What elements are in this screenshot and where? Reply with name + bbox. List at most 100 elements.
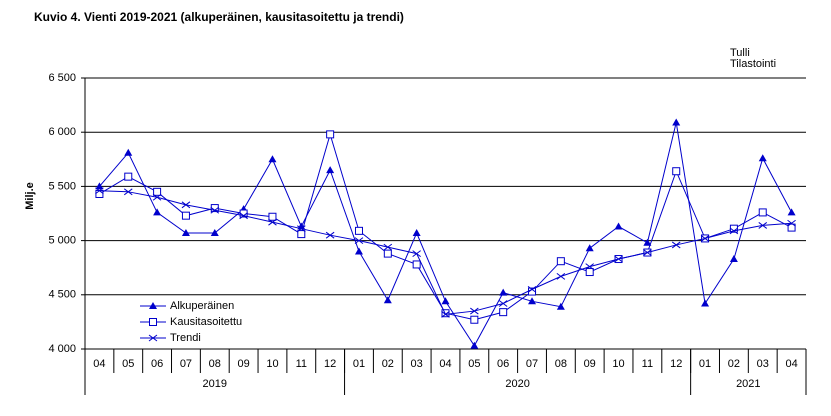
series-line (99, 190, 792, 315)
y-tick-label: 6 500 (48, 72, 76, 84)
x-tick-label: 02 (728, 358, 740, 370)
x-tick-label: 05 (468, 358, 480, 370)
x-tick-label: 07 (526, 358, 538, 370)
marker (758, 208, 767, 217)
marker (239, 212, 248, 220)
marker (614, 255, 623, 263)
legend-label: Kausitasoitettu (170, 316, 242, 328)
x-tick-label: 08 (555, 358, 567, 370)
marker (787, 223, 796, 232)
x-tick-label: 12 (324, 358, 336, 370)
marker (181, 211, 190, 220)
marker (470, 341, 479, 349)
marker (701, 299, 710, 307)
x-group-label: 2020 (505, 378, 529, 390)
marker (556, 302, 565, 310)
x-tick-label: 05 (122, 358, 134, 370)
marker (383, 243, 393, 251)
source-line: Tulli (730, 47, 750, 59)
x-tick-label: 09 (584, 358, 596, 370)
x-tick-label: 04 (93, 358, 105, 370)
marker (585, 268, 594, 277)
marker (383, 249, 392, 258)
x-tick-label: 03 (757, 358, 769, 370)
series-line (99, 132, 792, 321)
marker (643, 238, 652, 246)
marker (354, 247, 363, 255)
marker (383, 296, 392, 304)
marker (268, 155, 277, 163)
x-tick-label: 12 (670, 358, 682, 370)
marker (643, 249, 652, 256)
chart-title: Kuvio 4. Vienti 2019-2021 (alkuperäinen,… (34, 10, 404, 24)
marker (729, 227, 739, 235)
marker (585, 244, 594, 252)
legend-marker (149, 302, 157, 309)
marker (758, 222, 768, 229)
source-line: Tilastointi (730, 58, 776, 70)
marker (470, 315, 479, 324)
marker (326, 130, 335, 139)
y-tick-label: 4 000 (48, 343, 76, 355)
legend-marker (148, 334, 158, 342)
marker (153, 208, 162, 216)
marker (95, 182, 104, 190)
marker (787, 219, 796, 227)
marker (527, 285, 537, 293)
marker (412, 260, 421, 269)
marker (181, 229, 190, 237)
legend-label: Alkuperäinen (170, 300, 234, 312)
marker (325, 231, 335, 239)
marker (268, 212, 277, 221)
x-tick-label: 10 (266, 358, 278, 370)
marker (441, 297, 450, 305)
x-group-label: 2019 (203, 378, 227, 390)
legend-label: Trendi (170, 332, 201, 344)
x-tick-label: 09 (237, 358, 249, 370)
marker (326, 166, 335, 174)
marker (412, 229, 421, 237)
y-tick-label: 5 000 (48, 235, 76, 247)
marker (354, 237, 364, 244)
marker (441, 310, 450, 318)
marker (153, 187, 162, 196)
marker (470, 307, 479, 315)
marker (268, 218, 277, 226)
marker (412, 250, 421, 258)
marker (498, 300, 508, 307)
marker (614, 222, 623, 230)
marker (729, 255, 738, 263)
x-group-label: 2021 (736, 378, 760, 390)
marker (354, 226, 363, 235)
marker (700, 235, 710, 242)
legend-marker (149, 318, 157, 326)
marker (210, 206, 220, 214)
x-tick-label: 06 (497, 358, 509, 370)
marker (123, 188, 133, 196)
x-tick-label: 11 (296, 358, 307, 370)
marker (672, 167, 681, 176)
marker (556, 257, 565, 266)
marker (95, 187, 104, 195)
marker (556, 272, 566, 280)
marker (95, 189, 104, 198)
marker (671, 241, 681, 249)
x-tick-label: 02 (382, 358, 394, 370)
marker (124, 148, 133, 156)
marker (181, 201, 191, 209)
x-tick-label: 07 (180, 358, 192, 370)
x-tick-label: 11 (642, 358, 653, 370)
marker (152, 193, 162, 201)
marker (499, 308, 508, 317)
marker (297, 230, 306, 239)
marker (528, 297, 537, 305)
marker (297, 225, 306, 233)
y-tick-label: 4 500 (48, 289, 76, 301)
marker (758, 154, 767, 162)
x-tick-label: 03 (411, 358, 423, 370)
marker (124, 172, 133, 181)
x-tick-label: 04 (439, 358, 451, 370)
x-tick-label: 01 (353, 358, 365, 370)
marker (672, 118, 681, 126)
